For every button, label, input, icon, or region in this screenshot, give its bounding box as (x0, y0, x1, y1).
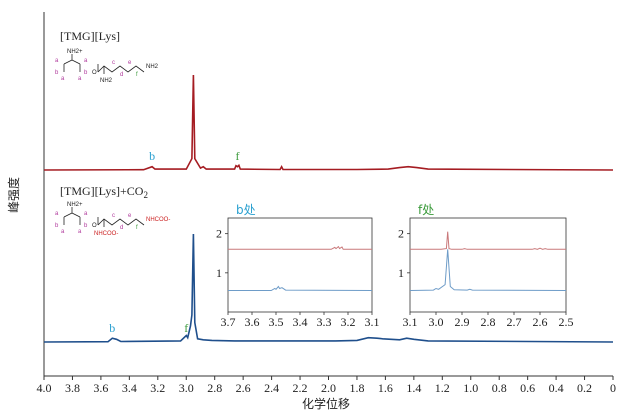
x-tick-label: 2.0 (321, 381, 336, 395)
struct-a1-bottom: a (55, 211, 59, 217)
struct-b2-top: b (84, 70, 88, 76)
inset-x-tick-label: 2.7 (507, 315, 522, 329)
x-tick-label: 3.6 (93, 381, 108, 395)
x-tick-label: 0.2 (577, 381, 592, 395)
struct-nhcoo-a-bottom: NHCOO- (146, 217, 170, 223)
inset-title: f处 (418, 203, 434, 217)
inset-x-tick-label: 3.5 (269, 315, 284, 329)
inset-y-tick-label: 1 (398, 266, 404, 280)
struct-f-top: f (136, 72, 138, 78)
struct-d-top: d (120, 72, 123, 78)
inset-x-tick-label: 3.1 (403, 315, 418, 329)
series-label-bottom-main: [TMG][Lys]+CO (60, 184, 144, 198)
structure-top: NH2+ a a a a b b O NH2 NH2 c d e f (55, 49, 159, 84)
struct-nh2-a-top: NH2 (146, 64, 159, 70)
inset-f: 3.1 3.0 2.9 2.8 2.7 2.6 2.5 1 2 f处 (398, 203, 574, 329)
x-tick-label: 1.4 (406, 381, 421, 395)
x-tick-label: 2.4 (264, 381, 279, 395)
cation-plus-top: NH2+ (67, 49, 83, 55)
inset-x-tick-label: 3.6 (245, 315, 260, 329)
inset-b: 3.7 3.6 3.5 3.4 3.3 3.2 3.1 1 2 b处 (216, 203, 380, 329)
inset-x-tick-label: 3.3 (317, 315, 332, 329)
inset-x-tick-label: 3.4 (293, 315, 308, 329)
x-tick-label: 1.2 (435, 381, 450, 395)
peak-label-f: f (184, 321, 188, 335)
inset-x-tick-label: 2.5 (559, 315, 574, 329)
inset-x-tick-label: 3.2 (341, 315, 356, 329)
inset-y-tick-label: 2 (216, 227, 222, 241)
struct-e-bottom: e (128, 213, 132, 219)
inset-x-tick-label: 3.7 (221, 315, 236, 329)
insets: 3.7 3.6 3.5 3.4 3.3 3.2 3.1 1 2 b处 3.1 3.0 2.9 2.8 2.7… (216, 203, 574, 329)
x-tick-label: 1.0 (463, 381, 478, 395)
inset-y-tick-label: 1 (216, 266, 222, 280)
series-label-bottom-sub: 2 (143, 190, 148, 200)
peak-label-b: b (149, 149, 155, 163)
x-tick-label: 1.8 (349, 381, 364, 395)
struct-f-bottom: f (136, 225, 138, 231)
struct-e-top: e (128, 60, 132, 66)
cation-plus-bottom: NH2+ (67, 202, 83, 208)
x-tick-label: 2.6 (236, 381, 251, 395)
inset-line-tmg-lys (410, 231, 566, 250)
struct-a4-top: a (78, 76, 82, 82)
inset-line-tmg-lys-co2 (409, 249, 567, 291)
struct-o-top: O (92, 70, 97, 76)
inset-line-tmg-lys (228, 245, 372, 250)
inset-x-tick-label: 3.0 (429, 315, 444, 329)
peak-label-f: f (235, 149, 239, 163)
inset-x-tick-label: 2.8 (481, 315, 496, 329)
inset-title: b处 (236, 203, 256, 217)
struct-b1-top: b (55, 70, 59, 76)
struct-nhcoo-b-bottom: NHCOO- (94, 231, 118, 237)
struct-b2-bottom: b (84, 223, 88, 229)
inset-frame (409, 217, 567, 313)
struct-c-top: c (112, 60, 115, 66)
struct-a2-top: a (84, 58, 88, 64)
struct-a4-bottom: a (78, 229, 82, 235)
structure-bottom: NH2+ a a a a b b O NHCOO- NHCOO- c d e f (55, 202, 170, 237)
series-label-bottom: [TMG][Lys]+CO2 (60, 184, 148, 200)
x-tick-label: 2.8 (207, 381, 222, 395)
inset-frame (227, 217, 373, 313)
inset-x-tick-label: 3.1 (365, 315, 380, 329)
y-axis-label: 峰强度 (6, 177, 21, 213)
series-label-top: [TMG][Lys] (60, 29, 120, 43)
x-tick-label: 3.0 (179, 381, 194, 395)
struct-c-bottom: c (112, 213, 115, 219)
peak-labels: b f b f (109, 149, 239, 335)
struct-nh2-b-top: NH2 (100, 78, 113, 84)
x-tick-label: 0 (610, 381, 616, 395)
inset-line-tmg-lys-co2 (228, 285, 373, 291)
struct-a3-bottom: a (61, 229, 65, 235)
series-line-tmg-lys-co2 (43, 233, 614, 343)
spectra-layer (43, 74, 614, 343)
x-tick-label: 3.4 (122, 381, 137, 395)
x-tick-label: 0.8 (492, 381, 507, 395)
struct-b1-bottom: b (55, 223, 59, 229)
inset-x-tick-label: 2.9 (455, 315, 470, 329)
x-axis-label: 化学位移 (302, 396, 350, 411)
x-tick-label: 0.4 (549, 381, 564, 395)
series-line-tmg-lys (43, 74, 614, 171)
struct-a1-top: a (55, 58, 59, 64)
struct-a3-top: a (61, 76, 65, 82)
main-axes: 4.0 3.8 3.6 3.4 3.2 3.0 2.8 2.6 2.4 2.2 2.0 1.8 1.6 1… (37, 12, 616, 395)
x-tick-label: 2.2 (293, 381, 308, 395)
inset-y-tick-label: 2 (398, 227, 404, 241)
peak-label-b: b (109, 321, 115, 335)
x-tick-label: 3.2 (150, 381, 165, 395)
struct-o-bottom: O (92, 223, 97, 229)
struct-d-bottom: d (120, 225, 123, 231)
x-tick-label: 0.6 (520, 381, 535, 395)
x-tick-label: 1.6 (378, 381, 393, 395)
x-tick-label: 3.8 (65, 381, 80, 395)
x-tick-label: 4.0 (37, 381, 52, 395)
inset-x-tick-label: 2.6 (533, 315, 548, 329)
struct-a2-bottom: a (84, 211, 88, 217)
